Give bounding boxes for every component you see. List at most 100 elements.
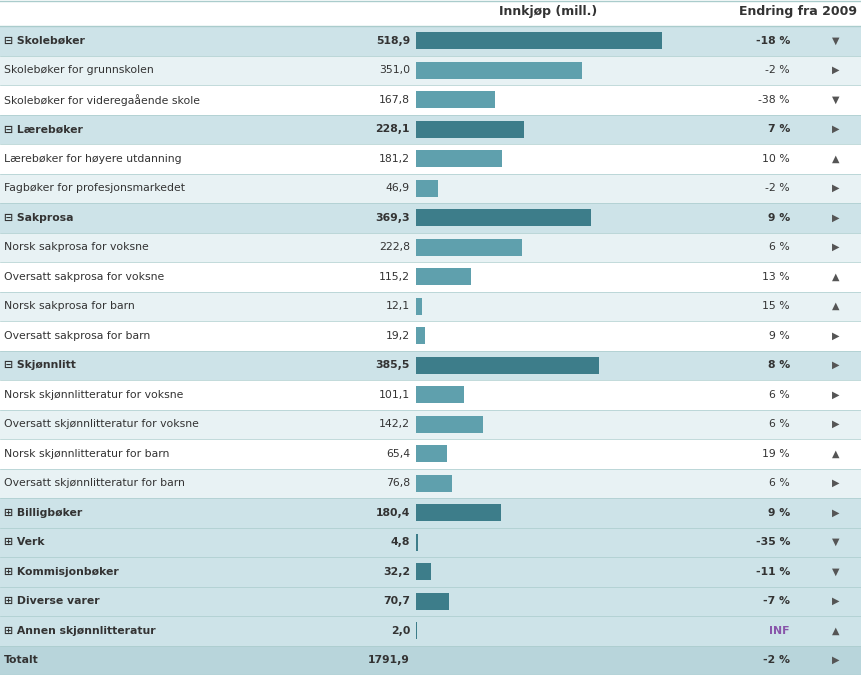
Bar xyxy=(416,446,447,462)
Bar xyxy=(0,557,861,587)
Text: 46,9: 46,9 xyxy=(386,183,410,193)
Text: ⊟ Lærebøker: ⊟ Lærebøker xyxy=(4,124,83,134)
Text: ▶: ▶ xyxy=(833,596,839,606)
Bar xyxy=(416,563,431,580)
Bar xyxy=(416,504,501,521)
Text: -18 %: -18 % xyxy=(756,36,790,46)
Text: ▶: ▶ xyxy=(833,655,839,666)
Text: 9 %: 9 % xyxy=(768,508,790,518)
Text: ▼: ▼ xyxy=(833,537,839,547)
Text: 6 %: 6 % xyxy=(769,389,790,400)
Text: 6 %: 6 % xyxy=(769,419,790,429)
Text: ▲: ▲ xyxy=(833,301,839,311)
Text: ▶: ▶ xyxy=(833,65,839,75)
Text: ⊞ Billigbøker: ⊞ Billigbøker xyxy=(4,508,83,518)
Text: ▶: ▶ xyxy=(833,124,839,134)
Text: ▲: ▲ xyxy=(833,154,839,164)
Text: 9 %: 9 % xyxy=(769,331,790,341)
Text: 518,9: 518,9 xyxy=(375,36,410,46)
Text: ▶: ▶ xyxy=(833,508,839,518)
Text: 228,1: 228,1 xyxy=(375,124,410,134)
Text: 385,5: 385,5 xyxy=(375,360,410,371)
Text: 10 %: 10 % xyxy=(762,154,790,164)
Bar xyxy=(416,356,598,374)
Text: Oversatt sakprosa for barn: Oversatt sakprosa for barn xyxy=(4,331,151,341)
Text: Oversatt skjønnlitteratur for voksne: Oversatt skjønnlitteratur for voksne xyxy=(4,419,199,429)
Text: ⊟ Skolebøker: ⊟ Skolebøker xyxy=(4,36,85,46)
Text: Norsk skjønnlitteratur for voksne: Norsk skjønnlitteratur for voksne xyxy=(4,389,183,400)
Bar xyxy=(0,645,861,675)
Text: ▼: ▼ xyxy=(833,36,839,46)
Text: Norsk sakprosa for barn: Norsk sakprosa for barn xyxy=(4,301,135,311)
Text: ▶: ▶ xyxy=(833,419,839,429)
Text: ▲: ▲ xyxy=(833,626,839,636)
Bar xyxy=(416,121,524,138)
Bar xyxy=(0,115,861,144)
Text: 65,4: 65,4 xyxy=(386,449,410,459)
Text: 32,2: 32,2 xyxy=(383,567,410,576)
Bar xyxy=(0,26,861,55)
Bar xyxy=(416,268,471,286)
Bar xyxy=(416,180,438,197)
Text: 76,8: 76,8 xyxy=(386,479,410,488)
Text: ▶: ▶ xyxy=(833,331,839,341)
Bar xyxy=(0,350,861,380)
Bar xyxy=(416,475,452,492)
Bar xyxy=(416,416,483,433)
Text: 13 %: 13 % xyxy=(762,272,790,281)
Bar xyxy=(0,0,861,26)
Bar xyxy=(0,292,861,321)
Bar xyxy=(416,298,422,315)
Text: 351,0: 351,0 xyxy=(379,65,410,75)
Text: ▼: ▼ xyxy=(833,95,839,105)
Bar xyxy=(0,144,861,173)
Text: 8 %: 8 % xyxy=(768,360,790,371)
Text: ▲: ▲ xyxy=(833,272,839,281)
Bar xyxy=(416,386,464,403)
Text: ▶: ▶ xyxy=(833,389,839,400)
Bar xyxy=(416,32,662,49)
Text: ▼: ▼ xyxy=(833,567,839,576)
Text: 1791,9: 1791,9 xyxy=(369,655,410,666)
Bar xyxy=(0,468,861,498)
Text: ⊞ Annen skjønnlitteratur: ⊞ Annen skjønnlitteratur xyxy=(4,626,156,636)
Text: Norsk skjønnlitteratur for barn: Norsk skjønnlitteratur for barn xyxy=(4,449,170,459)
Text: -35 %: -35 % xyxy=(755,537,790,547)
Text: 180,4: 180,4 xyxy=(375,508,410,518)
Text: ▶: ▶ xyxy=(833,213,839,223)
Bar xyxy=(416,239,522,256)
Bar xyxy=(416,91,495,108)
Text: 9 %: 9 % xyxy=(768,213,790,223)
Text: 101,1: 101,1 xyxy=(379,389,410,400)
Text: 6 %: 6 % xyxy=(769,479,790,488)
Text: Totalt: Totalt xyxy=(4,655,39,666)
Text: Oversatt skjønnlitteratur for barn: Oversatt skjønnlitteratur for barn xyxy=(4,479,185,488)
Text: 4,8: 4,8 xyxy=(391,537,410,547)
Bar xyxy=(0,203,861,232)
Bar xyxy=(0,439,861,468)
Text: Norsk sakprosa for voksne: Norsk sakprosa for voksne xyxy=(4,242,149,252)
Text: INF: INF xyxy=(770,626,790,636)
Text: 167,8: 167,8 xyxy=(379,95,410,105)
Text: 19,2: 19,2 xyxy=(386,331,410,341)
Bar xyxy=(0,587,861,616)
Bar xyxy=(0,55,861,85)
Bar xyxy=(0,173,861,203)
Text: 115,2: 115,2 xyxy=(379,272,410,281)
Bar xyxy=(416,327,425,344)
Text: ⊟ Skjønnlitt: ⊟ Skjønnlitt xyxy=(4,360,76,371)
Text: 19 %: 19 % xyxy=(762,449,790,459)
Bar xyxy=(0,85,861,115)
Text: ⊟ Sakprosa: ⊟ Sakprosa xyxy=(4,213,73,223)
Bar xyxy=(416,61,582,79)
Bar xyxy=(0,262,861,292)
Bar xyxy=(0,380,861,410)
Bar xyxy=(0,498,861,527)
Text: ⊞ Kommisjonbøker: ⊞ Kommisjonbøker xyxy=(4,567,119,576)
Text: -2 %: -2 % xyxy=(763,655,790,666)
Text: ▶: ▶ xyxy=(833,360,839,371)
Bar xyxy=(0,321,861,350)
Text: 2,0: 2,0 xyxy=(391,626,410,636)
Text: Endring fra 2009: Endring fra 2009 xyxy=(739,5,857,18)
Text: ▶: ▶ xyxy=(833,183,839,193)
